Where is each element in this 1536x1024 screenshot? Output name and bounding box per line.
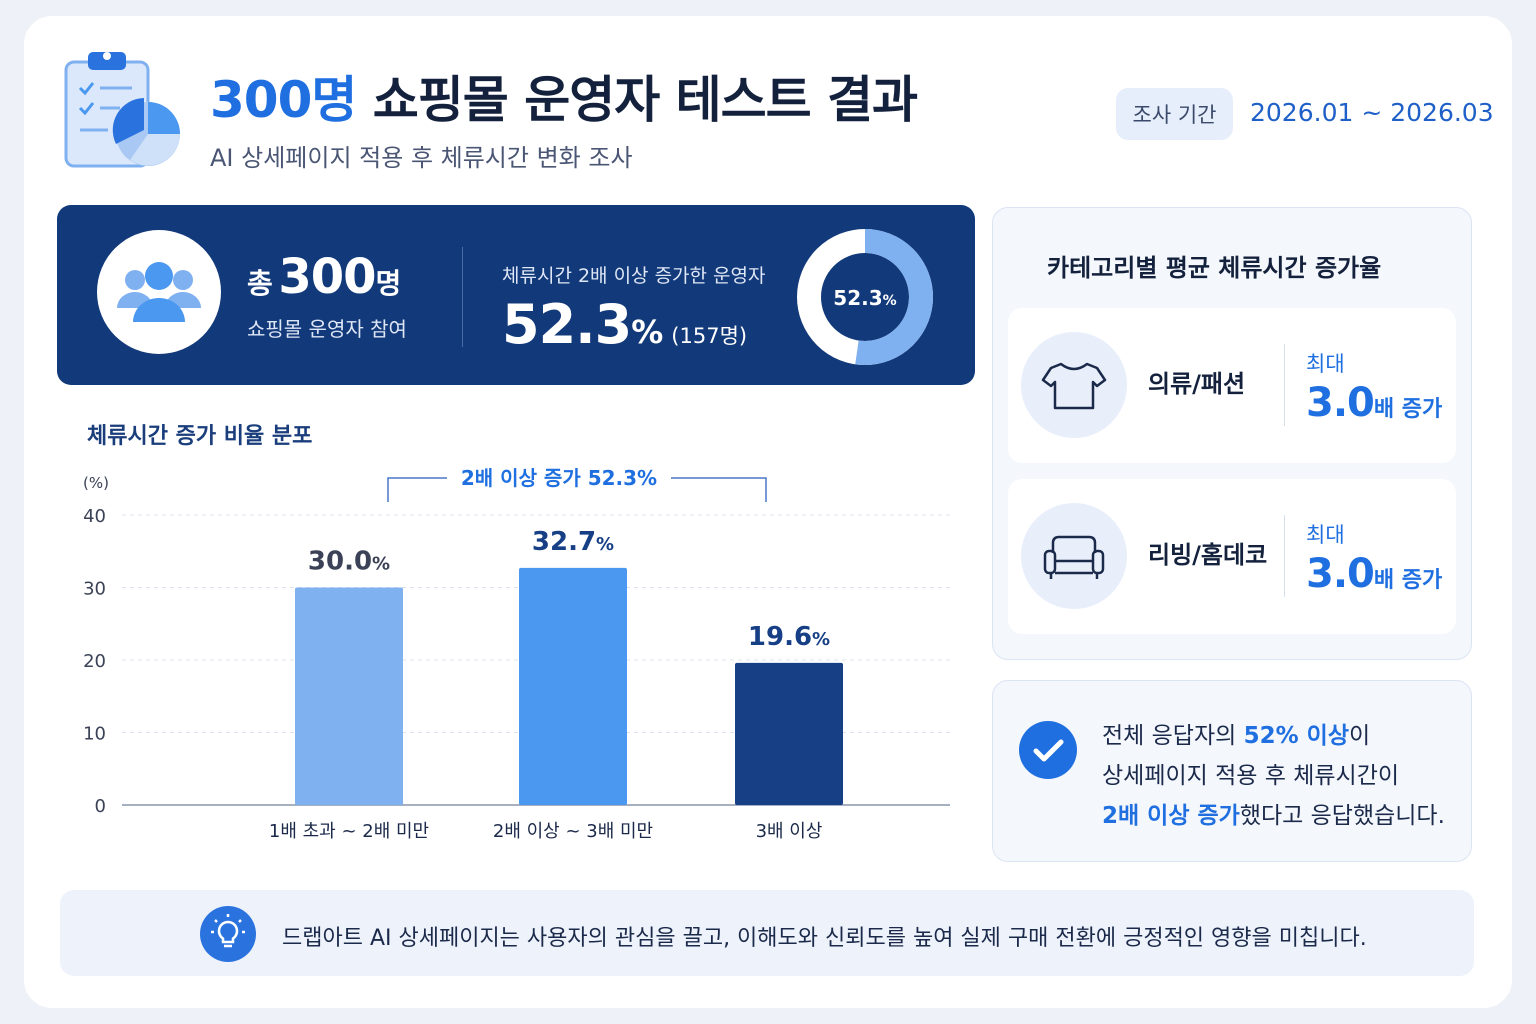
category-value: 3.0배 증가	[1306, 551, 1443, 597]
rate-unit: %	[631, 313, 664, 351]
y-tick-label: 20	[83, 651, 106, 672]
total-suffix: 명	[375, 267, 402, 300]
period-value: 2026.01 ~ 2026.03	[1250, 98, 1494, 127]
total-prefix: 총	[247, 267, 273, 300]
title-rest: 쇼핑몰 운영자 테스트 결과	[372, 71, 918, 129]
category-panel-title: 카테고리별 평균 체류시간 증가율	[1047, 254, 1382, 282]
bar-chart: (%) 0 10 20 30 40 30.0% 1배 초과 ~ 2배 미만 32.7% 2배 이…	[83, 466, 950, 842]
period-badge: 조사 기간	[1116, 88, 1233, 140]
rate-value: 52.3	[502, 293, 632, 356]
bar	[735, 662, 843, 805]
y-tick-label: 10	[83, 724, 106, 745]
category-name: 리빙/홈데코	[1148, 541, 1268, 569]
summary-banner: 총 300명 쇼핑몰 운영자 참여 체류시간 2배 이상 증가한 운영자 52.…	[57, 205, 975, 385]
donut-arc	[855, 229, 933, 365]
banner-divider	[462, 247, 463, 347]
category-card-living: 리빙/홈데코 최대 3.0배 증가	[1008, 479, 1456, 634]
category-name: 의류/패션	[1148, 370, 1246, 398]
lightbulb-icon	[200, 906, 256, 962]
x-tick-label: 3배 이상	[756, 821, 823, 842]
tshirt-icon	[1021, 332, 1127, 438]
clipboard-chart-icon	[64, 52, 180, 168]
bar	[519, 567, 627, 805]
category-max-label: 최대	[1306, 523, 1345, 547]
y-tick-label: 30	[83, 579, 106, 600]
annotation-bracket-right	[671, 477, 767, 502]
rate-value-line: 52.3% (157명)	[502, 293, 747, 356]
category-value: 3.0배 증가	[1306, 380, 1443, 426]
category-max-label: 최대	[1306, 352, 1345, 376]
y-axis-unit-label: (%)	[83, 474, 109, 492]
sofa-icon	[1021, 503, 1127, 609]
chart-title: 체류시간 증가 비율 분포	[87, 424, 313, 449]
page-title: 300명 쇼핑몰 운영자 테스트 결과	[210, 60, 918, 132]
rate-count: (157명)	[671, 324, 748, 348]
y-tick-label: 0	[95, 796, 106, 817]
data-label: 30.0%	[308, 547, 390, 577]
category-card-fashion: 의류/패션 최대 3.0배 증가	[1008, 308, 1456, 463]
x-tick-label: 2배 이상 ~ 3배 미만	[493, 821, 653, 842]
note-line-2: 상세페이지 적용 후 체류시간이	[1102, 763, 1400, 789]
total-participants: 총 300명	[247, 249, 401, 305]
footer-text: 드랩아트 AI 상세페이지는 사용자의 관심을 끌고, 이해도와 신뢰도를 높여…	[282, 926, 1367, 951]
data-label: 19.6%	[748, 622, 830, 652]
total-number: 300	[278, 249, 376, 305]
annotation-bracket-left	[387, 477, 447, 502]
x-tick-label: 1배 초과 ~ 2배 미만	[269, 821, 429, 842]
donut-chart: 52.3%	[797, 229, 933, 365]
donut-label: 52.3%	[833, 286, 896, 310]
note-line-3: 2배 이상 증가했다고 응답했습니다.	[1102, 803, 1445, 829]
footer-banner: 드랩아트 AI 상세페이지는 사용자의 관심을 끌고, 이해도와 신뢰도를 높여…	[60, 890, 1474, 976]
note-line-1: 전체 응답자의 52% 이상이	[1102, 723, 1371, 749]
y-tick-label: 40	[83, 506, 106, 527]
category-divider	[1284, 344, 1285, 426]
check-circle-icon	[1019, 721, 1077, 779]
page-subtitle: AI 상세페이지 적용 후 체류시간 변화 조사	[210, 144, 633, 172]
data-label: 32.7%	[532, 527, 614, 557]
bar	[295, 587, 403, 805]
title-highlight: 300명	[210, 71, 357, 129]
category-divider	[1284, 515, 1285, 597]
note-panel	[992, 680, 1472, 862]
people-icon	[97, 230, 221, 354]
annotation-label: 2배 이상 증가 52.3%	[461, 466, 657, 490]
note-text: 전체 응답자의 52% 이상이 상세페이지 적용 후 체류시간이 2배 이상 증…	[1102, 716, 1445, 836]
total-caption: 쇼핑몰 운영자 참여	[247, 317, 407, 341]
rate-label: 체류시간 2배 이상 증가한 운영자	[502, 265, 766, 287]
